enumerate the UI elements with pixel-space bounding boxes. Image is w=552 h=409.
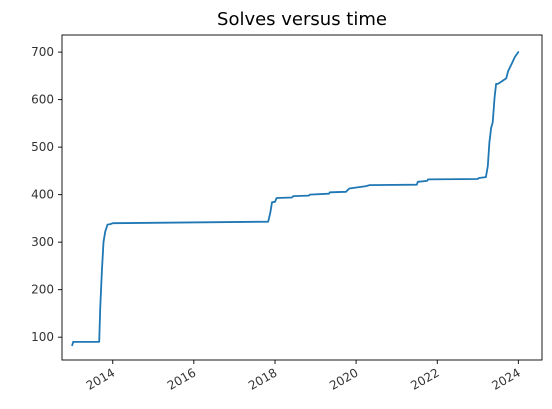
x-tick-label: 2018 <box>246 365 279 392</box>
plot-lines <box>71 51 520 347</box>
chart-title: Solves versus time <box>217 9 387 30</box>
x-tick-label: 2020 <box>327 365 360 392</box>
y-axis: 100 200 300 400 500 600 700 <box>31 45 62 344</box>
x-tick-label: 2022 <box>408 365 441 392</box>
x-tick-label: 2014 <box>84 365 117 392</box>
y-tick-label: 400 <box>31 188 54 202</box>
x-tick-label: 2024 <box>489 365 522 392</box>
y-tick-label: 300 <box>31 235 54 249</box>
x-axis: 2014 2016 2018 2020 2022 2024 <box>84 360 523 393</box>
series-line-0 <box>71 51 520 347</box>
x-tick-label: 2016 <box>165 365 198 392</box>
y-tick-label: 100 <box>31 330 54 344</box>
y-tick-label: 200 <box>31 283 54 297</box>
y-tick-label: 500 <box>31 140 54 154</box>
plot-frame <box>61 34 543 361</box>
y-tick-label: 600 <box>31 93 54 107</box>
y-tick-label: 700 <box>31 45 54 59</box>
